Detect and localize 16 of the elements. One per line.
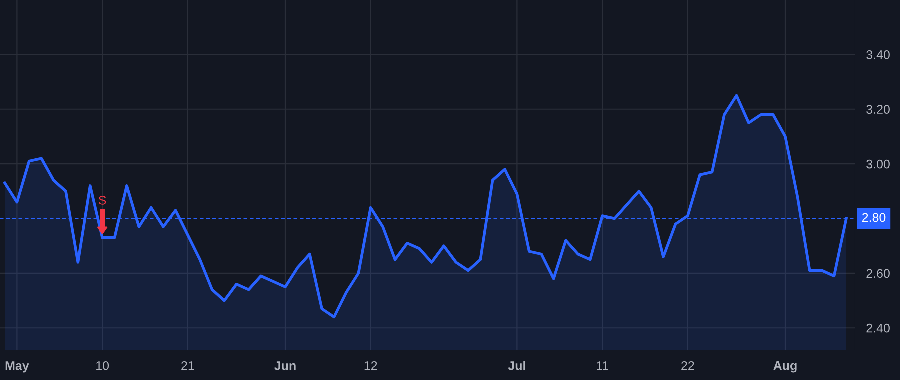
y-tick-label: 2.60 — [866, 269, 890, 278]
x-tick-label: 11 — [597, 362, 608, 370]
y-tick-label: 3.00 — [866, 160, 890, 169]
x-tick-label: 21 — [182, 361, 194, 370]
x-tick-label: Jul — [508, 361, 526, 370]
annotation: S — [98, 196, 106, 205]
x-tick-label: May — [6, 362, 30, 373]
y-tick-label: 3.20 — [866, 105, 890, 114]
y-tick-label: 2.40 — [866, 324, 890, 333]
x-tick-label: Aug — [774, 362, 797, 373]
x-tick-label: 10 — [96, 361, 110, 370]
y-tick-label: 3.40 — [866, 50, 890, 60]
x-tick-label: 12 — [364, 361, 378, 370]
x-tick-label: Jun — [274, 362, 296, 370]
ref-line-label: 2.80 — [862, 213, 886, 222]
x-tick-label: 22 — [682, 361, 694, 370]
